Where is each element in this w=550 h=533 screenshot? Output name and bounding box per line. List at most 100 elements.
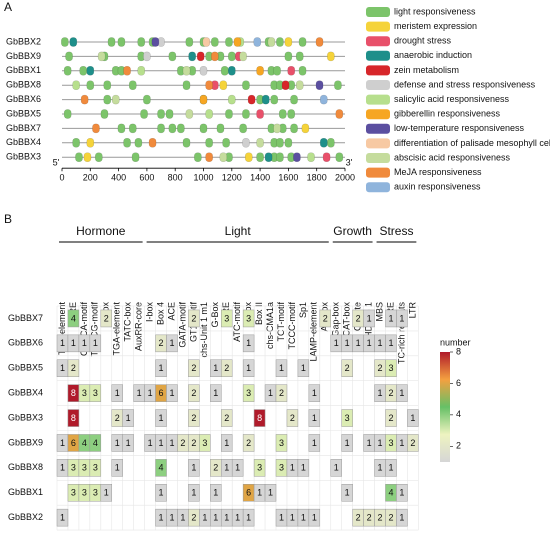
legend-swatch	[366, 123, 390, 134]
colorbar	[440, 352, 450, 462]
cis-element	[117, 37, 126, 47]
heat-cell	[286, 409, 299, 427]
heat-cell	[221, 409, 233, 427]
heat-cell	[155, 409, 167, 427]
cell-label: 1	[345, 438, 350, 448]
column-label: GATA-motif	[177, 302, 187, 348]
row-label: GbBBX3	[8, 412, 43, 422]
cis-element	[219, 80, 228, 90]
heat-cell	[308, 434, 321, 452]
cis-element	[61, 37, 69, 47]
cis-element	[228, 94, 236, 105]
cis-element	[284, 51, 293, 62]
cell-label: 1	[137, 388, 142, 398]
cis-element	[327, 51, 335, 62]
cis-element	[327, 138, 335, 148]
cell-label: 2	[388, 388, 393, 398]
cis-element	[95, 152, 103, 162]
legend-label: salicylic acid responsiveness	[394, 94, 510, 104]
heat-cell	[221, 434, 233, 452]
cell-label: 1	[388, 463, 393, 473]
cell-label: 2	[191, 363, 196, 373]
heat-cell	[166, 384, 178, 402]
cell-label: 1	[312, 513, 317, 523]
heat-cell	[396, 508, 408, 527]
cell-label: 1	[159, 513, 164, 523]
cell-label: 3	[71, 463, 76, 473]
legend-swatch	[366, 153, 390, 163]
x-tick-label: 200	[83, 173, 98, 183]
cis-element	[168, 123, 177, 134]
cell-label: 1	[301, 463, 306, 473]
heat-cell	[221, 309, 233, 328]
column-label: I-box	[144, 302, 154, 323]
cell-label: 1	[388, 338, 393, 348]
cell-label: 3	[388, 438, 393, 448]
heat-cell	[188, 409, 200, 427]
cis-element	[242, 80, 250, 90]
heat-cell	[111, 459, 123, 477]
cis-element	[284, 138, 293, 148]
cis-element	[103, 80, 111, 90]
cell-label: 1	[213, 488, 218, 498]
x-tick-label: 1000	[193, 173, 213, 183]
x-tick-label: 1800	[307, 173, 327, 183]
cell-label: 2	[224, 363, 229, 373]
panel-label: A	[4, 0, 12, 14]
column-label: ACE	[166, 302, 176, 321]
cis-element	[65, 51, 73, 62]
cell-label: 1	[191, 488, 196, 498]
cell-label: 1	[378, 388, 383, 398]
legend-label: meristem expression	[394, 21, 477, 31]
heat-cell	[308, 508, 321, 527]
cis-element	[228, 66, 236, 76]
legend-label: MeJA responsiveness	[394, 167, 482, 177]
cell-label: 2	[213, 463, 218, 473]
cis-element	[143, 51, 151, 62]
cell-label: 2	[71, 363, 76, 373]
heat-cell	[89, 459, 102, 477]
cell-label: 1	[312, 388, 317, 398]
cis-element	[256, 66, 264, 76]
column-label: TGACG-motif	[90, 302, 100, 357]
column-label: TCT-motif	[276, 302, 286, 342]
cell-label: 1	[169, 338, 174, 348]
heat-cell	[308, 409, 321, 427]
cell-label: 1	[410, 413, 415, 423]
row-label: GbBBX5	[8, 363, 43, 373]
column-label: AuxRR-core	[134, 302, 144, 351]
cell-label: 4	[82, 438, 87, 448]
cell-label: 1	[268, 388, 273, 398]
heat-cell	[407, 434, 419, 452]
cell-label: 1	[104, 488, 109, 498]
heat-cell	[221, 359, 233, 377]
cell-label: 1	[246, 513, 251, 523]
group-label: Hormone	[76, 224, 126, 238]
cell-label: 2	[345, 363, 350, 373]
cis-element	[256, 109, 264, 119]
cell-label: 1	[279, 513, 284, 523]
cis-element	[276, 37, 284, 47]
cell-label: 1	[399, 438, 404, 448]
cis-element	[199, 66, 208, 76]
cell-label: 1	[202, 513, 207, 523]
heat-cell	[341, 434, 353, 452]
heat-cell	[297, 459, 310, 477]
cis-element	[335, 152, 344, 162]
heat-cell	[67, 359, 80, 377]
cis-element	[256, 138, 264, 148]
heat-cell	[319, 309, 331, 328]
cell-label: 1	[257, 488, 262, 498]
heat-cell	[155, 484, 167, 502]
cell-label: 3	[279, 438, 284, 448]
heat-cell	[166, 334, 178, 353]
cell-label: 2	[279, 388, 284, 398]
cis-element	[296, 80, 304, 90]
cell-label: 1	[60, 438, 65, 448]
cell-label: 3	[202, 438, 207, 448]
cell-label: 1	[60, 338, 65, 348]
cis-element	[315, 37, 324, 47]
heat-cell	[111, 384, 123, 402]
cell-label: 8	[71, 388, 76, 398]
cell-label: 1	[180, 513, 185, 523]
